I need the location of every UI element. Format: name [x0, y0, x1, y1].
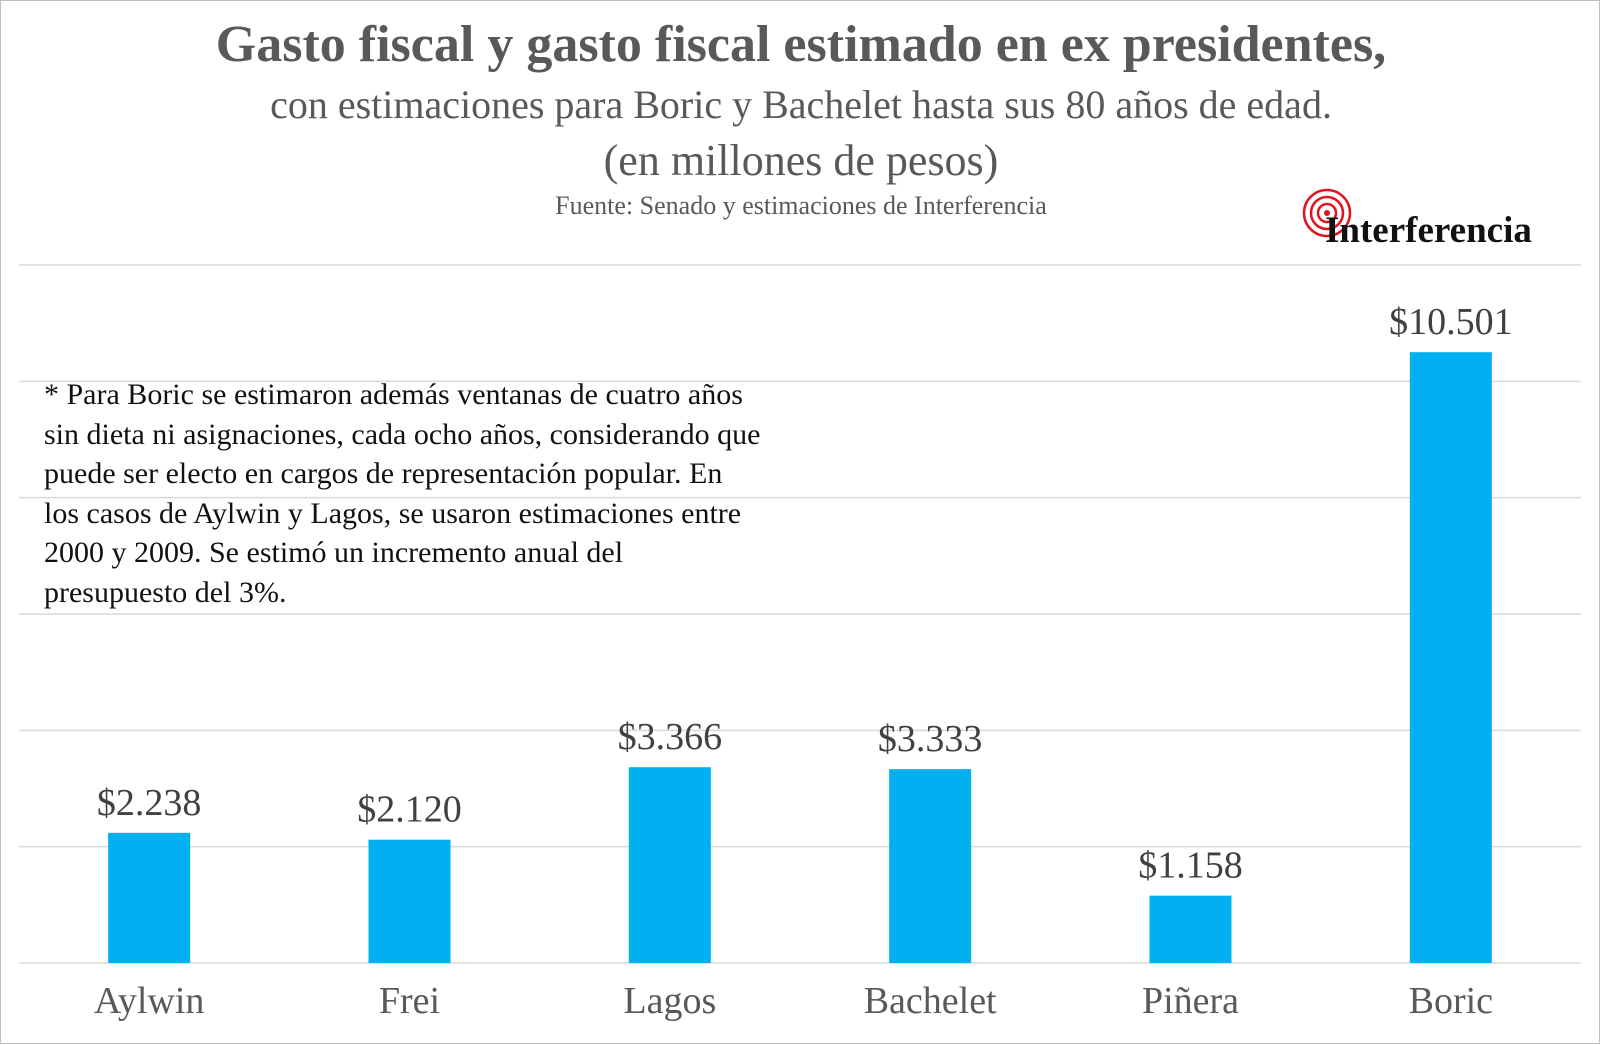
chart-subtitle: con estimaciones para Boric y Bachelet h… [270, 82, 1332, 127]
data-label: $3.366 [618, 716, 723, 758]
category-label: Aylwin [94, 980, 205, 1022]
footnote: * Para Boric se estimaron además ventana… [44, 378, 761, 609]
logo-text: Interferencia [1325, 210, 1532, 251]
bar [889, 769, 972, 963]
bar [108, 832, 191, 963]
category-label: Lagos [623, 980, 716, 1022]
bar [1409, 352, 1492, 963]
chart-title: Gasto fiscal y gasto fiscal estimado en … [215, 16, 1387, 73]
bar [1149, 895, 1232, 963]
data-label: $2.238 [97, 782, 202, 824]
signal-rings-icon [1302, 188, 1352, 238]
data-label: $2.120 [357, 789, 462, 831]
data-label: $1.158 [1138, 845, 1243, 887]
signal-ring-outer [1302, 188, 1352, 238]
signal-dot [1324, 210, 1330, 216]
category-label: Boric [1409, 980, 1493, 1022]
bar [628, 767, 711, 963]
signal-ring-inner [1316, 202, 1338, 224]
chart-unit: (en millones de pesos) [603, 136, 999, 185]
chart-source: Fuente: Senado y estimaciones de Interfe… [555, 191, 1047, 220]
category-label: Frei [379, 980, 440, 1022]
signal-ring-middle [1309, 195, 1345, 231]
interferencia-logo: Interferencia [1301, 187, 1581, 257]
bar [368, 839, 451, 963]
category-label: Piñera [1142, 980, 1239, 1022]
data-label: $3.333 [878, 718, 983, 760]
data-label: $10.501 [1389, 301, 1513, 343]
category-label: Bachelet [864, 980, 997, 1022]
